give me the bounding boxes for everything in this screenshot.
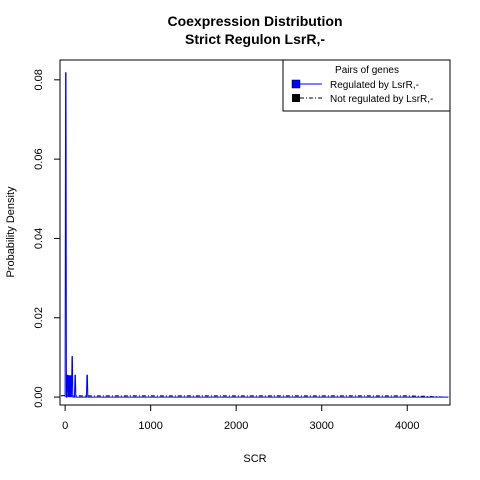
y-tick-label: 0.02	[33, 307, 45, 328]
x-tick-label: 3000	[309, 420, 333, 432]
series-layer	[60, 72, 449, 398]
chart-title: Coexpression Distribution	[167, 13, 342, 29]
y-tick-label: 0.04	[33, 228, 45, 249]
x-tick-label: 4000	[395, 420, 419, 432]
y-tick-label: 0.00	[33, 386, 45, 407]
legend-label-not-regulated: Not regulated by LsrR,-	[330, 94, 433, 105]
x-axis-label: SCR	[243, 453, 266, 465]
y-axis: 0.00 0.02 0.04 0.06 0.08	[33, 69, 60, 408]
series-regulated-line	[64, 72, 449, 398]
x-tick-label: 1000	[138, 420, 162, 432]
y-tick-label: 0.06	[33, 148, 45, 169]
legend: Pairs of genes Regulated by LsrR,- Not r…	[282, 59, 451, 112]
legend-title: Pairs of genes	[335, 65, 399, 76]
y-axis-label: Probability Density	[5, 186, 17, 278]
legend-box	[282, 59, 451, 112]
legend-label-regulated: Regulated by LsrR,-	[330, 80, 419, 91]
y-tick-label: 0.08	[33, 69, 45, 90]
chart-subtitle: Strict Regulon LsrR,-	[185, 31, 325, 47]
legend-swatch-regulated	[291, 79, 301, 89]
plot-frame	[59, 59, 451, 406]
x-axis: 0 1000 2000 3000 4000	[62, 405, 419, 432]
x-tick-label: 2000	[224, 420, 248, 432]
legend-swatch-not-regulated	[292, 94, 300, 102]
x-tick-label: 0	[62, 420, 68, 432]
